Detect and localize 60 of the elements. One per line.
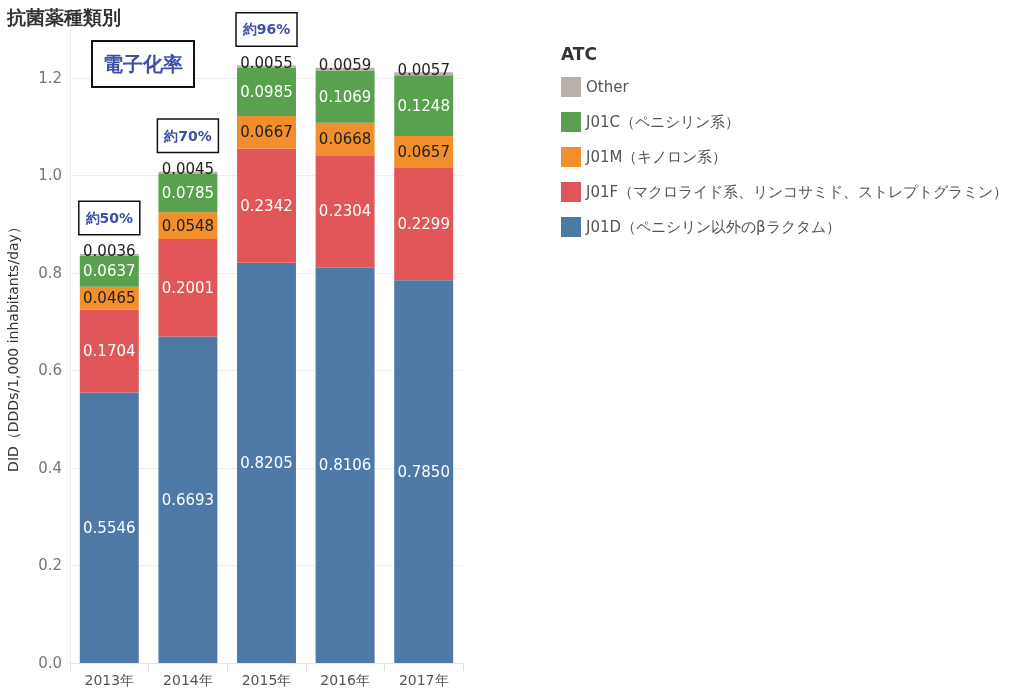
data-label: 0.2001 [161, 278, 215, 297]
y-tick-label: 0.6 [38, 361, 62, 380]
y-tick-label: 0.8 [38, 263, 62, 282]
legend-label: J01C（ペニシリン系） [585, 113, 740, 131]
x-tick-label: 2016年 [320, 672, 370, 688]
data-label: 0.1069 [318, 87, 372, 106]
data-label: 0.0637 [83, 262, 136, 281]
data-label: 0.6693 [161, 490, 215, 509]
data-label: 0.1248 [397, 96, 450, 115]
bar [79, 392, 139, 663]
bar [394, 280, 454, 663]
bar [394, 75, 454, 136]
y-tick-label: 1.0 [38, 166, 62, 185]
x-tick-label: 2013年 [84, 672, 135, 688]
bar [394, 168, 454, 281]
x-tick-label: 2014年 [163, 672, 213, 688]
x-tick-label: 2015年 [241, 672, 292, 688]
bar [237, 148, 296, 263]
bar [79, 309, 139, 393]
data-label: 0.1704 [83, 341, 136, 360]
bar [315, 155, 375, 268]
data-label: 0.7850 [397, 462, 450, 481]
y-tick-label: 1.2 [38, 68, 62, 87]
data-label: 0.0985 [240, 83, 293, 102]
annotation: 約50% [84, 209, 134, 226]
data-label: 0.2304 [318, 202, 372, 221]
y-tick-label: 0.4 [38, 458, 62, 477]
data-label: 0.0036 [83, 242, 136, 261]
data-label: 0.2299 [397, 215, 450, 234]
data-label: 0.0055 [240, 53, 293, 72]
annotation: 約70% [163, 127, 212, 144]
data-label: 0.0548 [161, 216, 215, 235]
bar [158, 239, 218, 337]
legend-label: J01D（ペニシリン以外のβラクタム） [585, 218, 841, 236]
x-tick-label: 2017年 [398, 672, 449, 688]
data-label: 0.0657 [397, 143, 450, 162]
data-label: 0.5546 [83, 518, 136, 537]
y-tick-label: 0.2 [38, 556, 62, 575]
data-label: 0.0045 [161, 160, 215, 179]
annotation: 電子化率 [103, 52, 183, 76]
bar [158, 336, 218, 663]
annotation: 約96% [241, 21, 291, 38]
data-label: 0.0057 [397, 60, 450, 79]
data-label: 0.0667 [240, 123, 293, 142]
data-label: 0.0465 [83, 289, 136, 308]
data-label: 0.0059 [318, 56, 372, 75]
y-tick-label: 0.0 [38, 654, 62, 672]
legend-label: J01F（マクロライド系、リンコサミド、ストレプトグラミン） [585, 183, 1009, 201]
bar [315, 267, 375, 663]
bar [237, 262, 296, 663]
chart-title: 抗菌薬種類別 [6, 5, 121, 28]
data-label: 0.8205 [240, 453, 293, 472]
data-label: 0.2342 [240, 196, 293, 215]
data-label: 0.0785 [161, 184, 215, 203]
legend-label: J01M（キノロン系） [585, 148, 728, 166]
legend-label: Other [586, 78, 630, 96]
data-label: 0.0668 [318, 130, 372, 149]
y-axis-title: DID（DDDs/1,000 inhabitants/day） [5, 220, 21, 472]
legend-title: ATC [561, 43, 597, 64]
data-label: 0.8106 [318, 456, 372, 475]
